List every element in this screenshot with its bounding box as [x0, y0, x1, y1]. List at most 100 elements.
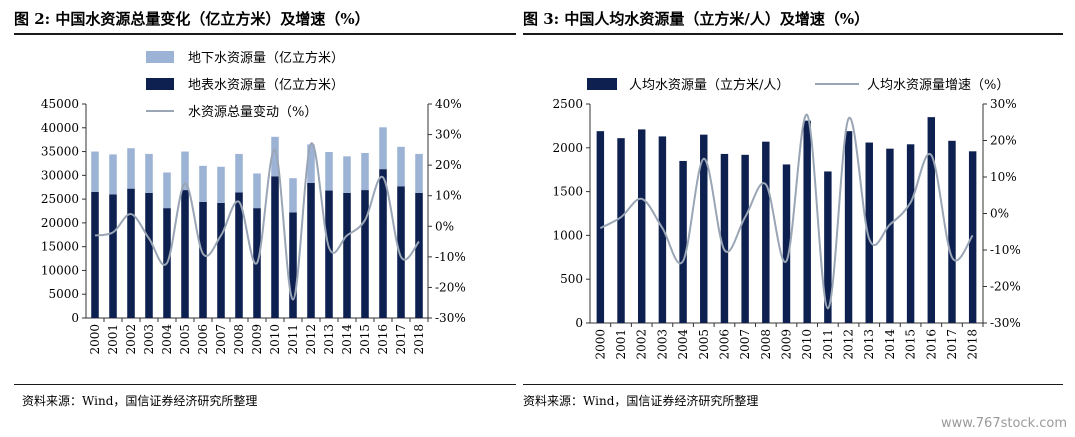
fig2-bar-primary [127, 188, 135, 318]
fig3-bar-primary [844, 131, 853, 323]
fig2-bar-secondary [271, 136, 279, 177]
fig2-bar-primary [181, 190, 189, 318]
fig2-bar-secondary [307, 144, 315, 183]
fig2-x-tick-label: 2005 [178, 324, 192, 355]
fig2-bar-secondary [163, 172, 171, 209]
fig2-legend-label: 地表水资源量（亿立方米） [188, 77, 344, 93]
fig3-bar-primary [679, 160, 687, 323]
fig3-bar-primary [886, 148, 894, 323]
fig2-bar-primary [325, 190, 333, 318]
fig3-bar-primary [865, 142, 873, 323]
fig3-bar-primary [637, 129, 646, 323]
fig2-left-tick-label: 5000 [48, 287, 79, 301]
fig2-legend-label: 水资源总量变动（%） [188, 104, 317, 120]
fig2-left-tick-label: 40000 [41, 121, 79, 135]
figure-3-top-rule [523, 33, 1063, 35]
figure-2-source: 资料来源：Wind，国信证券经济研究所整理 [22, 394, 258, 408]
fig2-left-tick-label: 10000 [41, 263, 79, 277]
fig2-legend-swatch [146, 78, 174, 90]
fig3-bar-primary [617, 138, 625, 323]
fig2-x-tick-label: 2002 [124, 324, 138, 355]
fig3-x-tick-label: 2007 [738, 329, 752, 360]
fig3-x-tick-label: 2001 [614, 329, 628, 360]
fig3-bar-primary [803, 120, 811, 323]
fig3-bar-primary [927, 117, 936, 323]
fig3-left-tick-label: 1500 [552, 185, 583, 199]
fig2-bar-secondary [289, 178, 297, 213]
fig2-bar-primary [307, 182, 315, 318]
fig3-x-tick-label: 2015 [904, 329, 918, 360]
fig2-bar-primary [199, 201, 207, 318]
figure-3-title: 图 3: 中国人均水资源量（立方米/人）及增速（%） [523, 10, 870, 28]
fig3-left-tick-label: 0 [575, 316, 583, 330]
fig3-right-tick-label: -10% [990, 243, 1021, 257]
fig2-x-tick-label: 2015 [358, 324, 372, 355]
fig2-left-tick-label: 15000 [41, 240, 79, 254]
fig2-right-tick-label: -10% [435, 250, 466, 264]
fig2-x-tick-label: 2018 [412, 324, 426, 355]
fig3-bar-primary [824, 171, 832, 323]
fig2-left-tick-label: 25000 [41, 192, 79, 206]
fig2-bar-secondary [199, 165, 207, 202]
fig2-x-tick-label: 2006 [196, 324, 210, 355]
fig2-legend-swatch [146, 51, 174, 63]
fig3-right-tick-label: 0% [990, 207, 1009, 221]
fig2-right-tick-label: -20% [435, 280, 466, 294]
figure-2-top-rule [14, 33, 516, 35]
fig2-bar-secondary [397, 146, 405, 187]
fig2-bar-primary [145, 192, 153, 318]
fig2-right-tick-label: 10% [435, 189, 462, 203]
fig3-x-tick-label: 2006 [717, 329, 731, 360]
fig3-x-tick-label: 2002 [635, 329, 649, 360]
figure-3-panel: 图 3: 中国人均水资源量（立方米/人）及增速（%） 0 500 1000 1500 2… [515, 0, 1075, 437]
fig2-legend-label: 地下水资源量（亿立方米） [188, 50, 344, 66]
fig3-bar-primary [906, 144, 915, 323]
fig2-x-tick-label: 2017 [394, 324, 408, 355]
fig2-right-tick-label: 0% [435, 219, 454, 233]
fig3-bar-primary [720, 153, 729, 323]
fig2-bar-primary [235, 192, 243, 318]
fig2-growth-line [94, 142, 420, 301]
fig2-bar-primary [397, 186, 405, 318]
fig3-right-tick-label: 30% [990, 97, 1017, 111]
fig2-bar-primary [289, 212, 297, 318]
fig3-x-tick-label: 2011 [821, 329, 835, 360]
fig2-left-tick-label: 0 [71, 311, 79, 325]
fig2-bar-primary [415, 192, 423, 318]
fig2-right-tick-label: 20% [435, 158, 462, 172]
fig2-left-tick-label: 30000 [41, 168, 79, 182]
fig3-right-tick-label: 20% [990, 134, 1017, 148]
fig2-bar-secondary [415, 153, 423, 193]
fig2-x-tick-label: 2014 [340, 324, 354, 355]
fig2-x-tick-label: 2010 [268, 324, 282, 355]
fig2-bar-primary [217, 202, 225, 318]
fig3-x-tick-label: 2016 [924, 329, 938, 360]
fig2-bar-secondary [379, 127, 387, 170]
fig3-left-tick-label: 500 [560, 272, 583, 286]
fig3-x-tick-label: 2009 [780, 329, 794, 360]
fig2-x-tick-label: 2001 [106, 324, 120, 355]
fig3-legend-label: 人均水资源量（立方米/人） [629, 77, 789, 93]
fig2-bar-secondary [343, 156, 351, 193]
watermark-text: www.767stock.com [940, 416, 1067, 431]
fig2-x-tick-label: 2004 [160, 324, 174, 355]
fig2-x-tick-label: 2008 [232, 324, 246, 355]
fig3-left-tick-label: 2000 [552, 141, 583, 155]
fig2-bar-secondary [217, 166, 225, 203]
figure-3-chart: 0 500 1000 1500 2000 2500 -30% -20% -10% 0% 10% 20%… [552, 77, 1021, 360]
fig3-x-tick-label: 2014 [883, 329, 897, 360]
fig2-bar-secondary [253, 173, 261, 209]
fig3-bar-primary [762, 141, 770, 323]
fig2-bar-primary [109, 194, 117, 318]
fig3-x-tick-label: 2004 [676, 329, 690, 360]
fig2-bar-primary [361, 190, 369, 318]
fig3-x-tick-label: 2010 [800, 329, 814, 360]
fig3-x-tick-label: 2000 [593, 329, 607, 360]
figure-2-chart: 0 5000 10000 15000 20000 25000 30000 35000 40000… [41, 50, 466, 355]
fig2-x-tick-label: 2013 [322, 324, 336, 355]
fig3-right-tick-label: -30% [990, 316, 1021, 330]
fig3-x-tick-label: 2017 [945, 329, 959, 360]
fig2-right-tick-label: 40% [435, 97, 462, 111]
fig2-bar-primary [271, 176, 279, 318]
fig2-bar-secondary [181, 151, 189, 191]
